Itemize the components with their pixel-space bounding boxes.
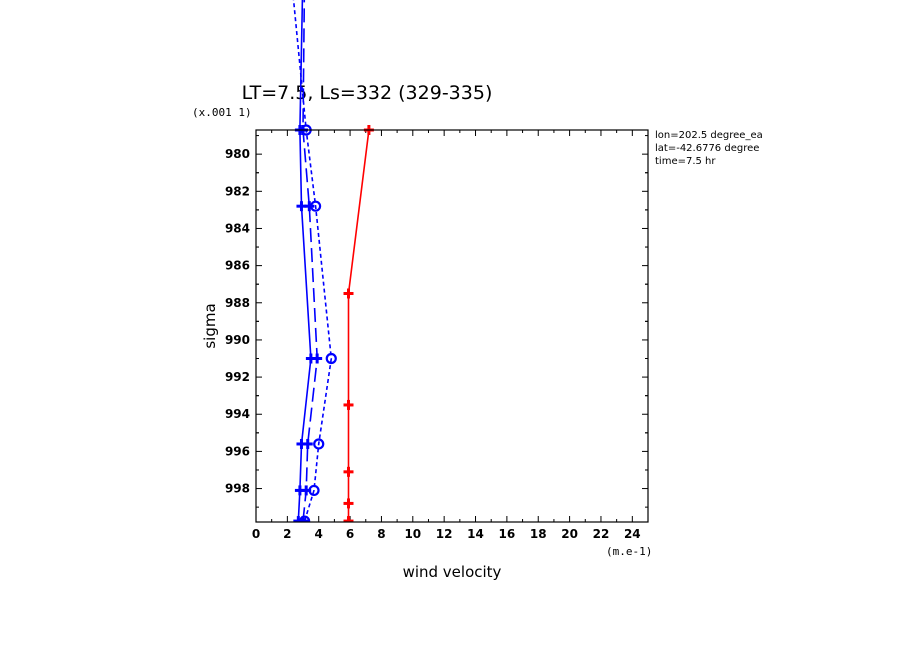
annotation-lon: lon=202.5 degree_ea (655, 130, 763, 141)
y-tick-label: 990 (225, 333, 250, 347)
x-tick-label: 12 (436, 527, 453, 541)
y-tick-label: 992 (225, 370, 250, 384)
x-tick-label: 18 (530, 527, 547, 541)
chart-title: LT=7.5, Ls=332 (329-335) (242, 82, 493, 104)
series-point (343, 288, 354, 299)
plot-frame (255, 129, 649, 523)
y-axis-label: sigma (201, 303, 219, 348)
x-tick-label: 6 (346, 527, 354, 541)
y-tick-label: 988 (225, 296, 250, 310)
x-tick-label: 0 (252, 527, 260, 541)
y-tick-label: 996 (225, 444, 250, 458)
x-axis-ticks: 0 2 4 6 8 10 12 14 16 18 20 22 24 (252, 130, 641, 541)
y-tick-label: 998 (225, 482, 250, 496)
y-tick-label: 980 (225, 147, 250, 161)
annotation-lat: lat=-42.6776 degree (655, 143, 759, 154)
series-point (312, 353, 323, 364)
x-axis-label: wind velocity (403, 563, 502, 581)
x-tick-label: 10 (404, 527, 421, 541)
x-scale-note: (m.e-1) (606, 545, 652, 558)
series-point (304, 201, 315, 212)
series-point (309, 200, 322, 212)
series-point (343, 498, 354, 509)
x-tick-label: 4 (315, 527, 323, 541)
y-axis-ticks: 980 982 984 986 988 990 992 994 996 998 (225, 135, 648, 508)
x-tick-label: 14 (467, 527, 484, 541)
annotation-time: time=7.5 hr (655, 156, 716, 167)
series-line-3 (347, 129, 370, 522)
series-point (343, 466, 354, 477)
y-scale-note: (x.001 1) (192, 106, 252, 119)
series-point (313, 438, 325, 450)
y-tick-label: 984 (225, 221, 250, 235)
series-point (308, 484, 320, 497)
y-tick-label: 994 (225, 407, 250, 421)
y-tick-label: 982 (225, 184, 250, 198)
series-layer (292, 0, 374, 522)
x-tick-label: 8 (377, 527, 385, 541)
x-tick-label: 16 (499, 527, 516, 541)
annotation-block: lon=202.5 degree_ea lat=-42.6776 degree … (655, 130, 763, 167)
series-point (299, 515, 311, 522)
series-point (343, 399, 354, 410)
x-tick-label: 22 (593, 527, 610, 541)
x-tick-label: 2 (283, 527, 291, 541)
series-point (325, 352, 337, 365)
series-point (302, 438, 313, 449)
y-tick-label: 986 (225, 259, 250, 273)
series-point (343, 516, 354, 522)
x-tick-label: 24 (624, 527, 641, 541)
x-tick-label: 20 (561, 527, 578, 541)
